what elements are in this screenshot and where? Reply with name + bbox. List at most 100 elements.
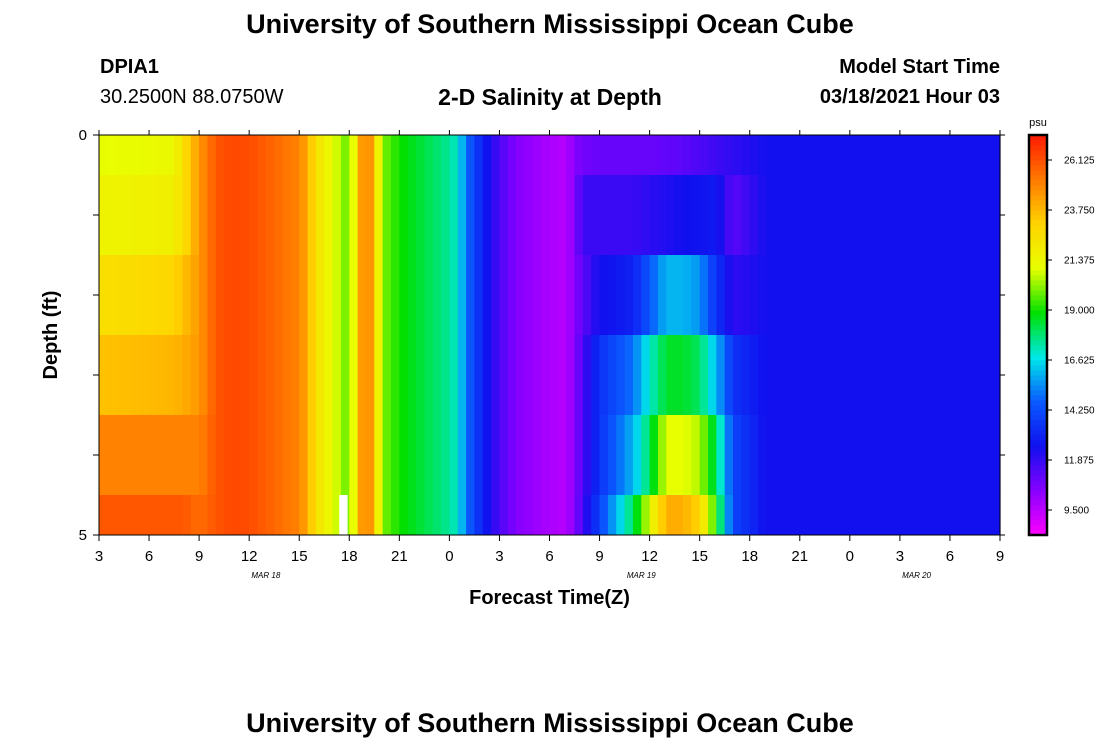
x-tick-label: 9 xyxy=(996,548,1004,565)
heat-cell xyxy=(933,255,943,336)
heat-cell xyxy=(441,175,450,256)
heat-cell xyxy=(416,175,425,256)
colorbar-segment xyxy=(1029,205,1047,211)
colorbar-tick-label: 21.375 xyxy=(1064,256,1095,267)
heat-cell xyxy=(124,135,133,176)
heat-cell xyxy=(566,175,576,256)
heat-cell xyxy=(524,335,534,416)
heat-cell xyxy=(324,495,334,536)
heat-cell xyxy=(365,135,375,176)
heat-cell xyxy=(215,415,225,496)
heat-cell xyxy=(349,495,359,536)
heat-cell xyxy=(833,495,843,536)
colorbar-tick-label: 19.000 xyxy=(1064,306,1095,317)
heat-cell xyxy=(182,175,192,256)
heat-cell xyxy=(958,175,968,256)
heat-cell xyxy=(649,495,659,536)
heat-cell xyxy=(449,255,459,336)
heat-cell xyxy=(215,495,225,536)
heat-cell xyxy=(874,335,884,416)
heat-cell xyxy=(390,335,400,416)
heat-cell xyxy=(340,415,350,496)
heat-cell xyxy=(249,415,259,496)
heat-cell xyxy=(566,135,576,176)
heat-cell xyxy=(566,335,576,416)
heat-cell xyxy=(315,495,325,536)
heat-cell xyxy=(908,135,918,176)
heat-cell xyxy=(749,415,759,496)
station-id: DPIA1 xyxy=(100,56,159,78)
heat-cell xyxy=(365,335,375,416)
heat-cell xyxy=(858,175,868,256)
heat-cell xyxy=(708,335,717,416)
heat-cell xyxy=(265,415,275,496)
heat-cell xyxy=(541,415,551,496)
heat-cell xyxy=(824,335,834,416)
heat-cell xyxy=(899,255,909,336)
heat-cell xyxy=(299,335,309,416)
colorbar-segment xyxy=(1029,445,1047,451)
heat-cell xyxy=(649,175,659,256)
heat-cell xyxy=(132,135,142,176)
heat-cell xyxy=(699,495,709,536)
heat-cell xyxy=(466,255,476,336)
colorbar-segment xyxy=(1029,475,1047,481)
heat-cell xyxy=(157,255,167,336)
heat-cell xyxy=(149,415,158,496)
heat-cell xyxy=(582,495,592,536)
colorbar-segment xyxy=(1029,360,1047,366)
heat-cell xyxy=(616,495,626,536)
heat-cell xyxy=(933,335,943,416)
heat-cell xyxy=(449,135,459,176)
heat-cell xyxy=(466,135,476,176)
heat-cell xyxy=(874,415,884,496)
heat-cell xyxy=(299,415,309,496)
heat-cell xyxy=(741,335,751,416)
colorbar-segment xyxy=(1029,410,1047,416)
colorbar-segment xyxy=(1029,280,1047,286)
heat-cell xyxy=(916,495,926,536)
heat-cell xyxy=(833,175,843,256)
heat-cell xyxy=(974,415,984,496)
heat-cell xyxy=(416,135,425,176)
heat-cell xyxy=(708,415,717,496)
heat-cell xyxy=(607,135,617,176)
colorbar-segment xyxy=(1029,255,1047,261)
heat-cell xyxy=(574,335,584,416)
heat-cell xyxy=(224,335,234,416)
heat-cell xyxy=(215,175,225,256)
heat-cell xyxy=(883,135,893,176)
heat-cell xyxy=(307,255,317,336)
heat-cell xyxy=(165,255,175,336)
heat-cell xyxy=(774,415,784,496)
heat-cell xyxy=(958,135,968,176)
heat-cell xyxy=(883,415,893,496)
heat-cell xyxy=(983,415,993,496)
heat-cell xyxy=(232,495,242,536)
heat-cell xyxy=(257,415,267,496)
heat-cell xyxy=(916,335,926,416)
heat-cell xyxy=(199,495,209,536)
model-start-label: Model Start Time xyxy=(839,56,1000,78)
heat-cell xyxy=(140,135,150,176)
heat-cell xyxy=(891,135,901,176)
heat-cell xyxy=(149,335,158,416)
heat-cell xyxy=(666,255,676,336)
colorbar-frame xyxy=(1027,133,1049,537)
heat-cell xyxy=(666,175,676,256)
heat-cell xyxy=(557,495,567,536)
heat-cell xyxy=(624,335,634,416)
heat-cell xyxy=(99,135,108,176)
heat-cell xyxy=(382,495,392,536)
heat-cell xyxy=(582,135,592,176)
heat-cell xyxy=(157,415,167,496)
heat-cell xyxy=(991,255,1001,336)
x-tick-label: 6 xyxy=(545,548,553,565)
heat-cell xyxy=(974,335,984,416)
heat-cell xyxy=(332,255,342,336)
x-tick-label: 21 xyxy=(791,548,808,565)
heat-cell xyxy=(449,335,459,416)
heat-cell xyxy=(190,175,200,256)
heat-cell xyxy=(833,135,843,176)
heat-cell xyxy=(758,255,767,336)
